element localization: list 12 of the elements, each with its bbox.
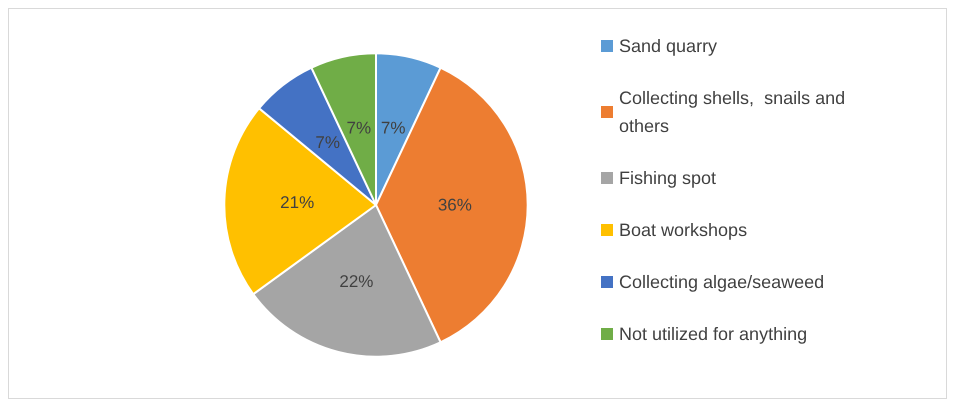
data-label: 21% bbox=[280, 193, 314, 212]
data-label: 36% bbox=[438, 196, 472, 214]
data-label: 7% bbox=[346, 118, 372, 138]
data-label: 7% bbox=[315, 133, 340, 152]
legend-label: Sand quarry bbox=[619, 36, 718, 56]
data-label: 22% bbox=[339, 272, 374, 291]
legend-label: Boat workshops bbox=[619, 220, 748, 240]
legend-label: Not utilized for anything bbox=[619, 324, 808, 344]
legend-label: Collecting algae/seaweed bbox=[619, 272, 824, 292]
legend-label: Fishing spot bbox=[619, 168, 716, 188]
legend-label: Collecting shells, snails and others bbox=[619, 88, 850, 136]
data-label: 7% bbox=[380, 118, 406, 138]
